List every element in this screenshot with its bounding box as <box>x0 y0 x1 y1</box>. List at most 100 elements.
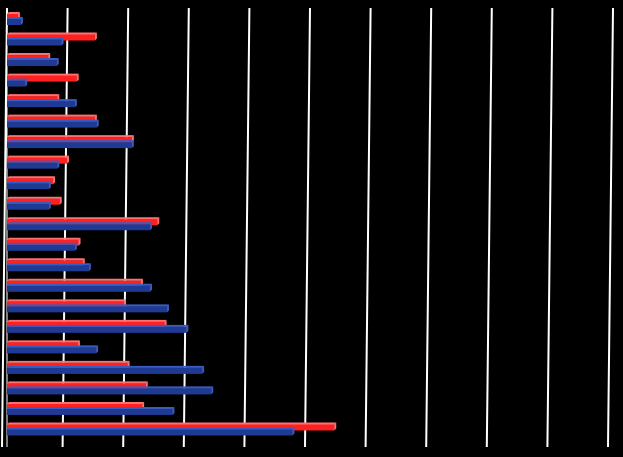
bar-red-top <box>7 217 160 220</box>
bar-blue-cap <box>74 242 77 251</box>
bar-blue <box>7 162 58 169</box>
bar-blue-cap <box>150 283 153 292</box>
bar-red-top <box>7 176 56 179</box>
bar-blue-top <box>7 324 189 327</box>
bar-red-top <box>7 237 81 240</box>
bar-red-top <box>7 114 97 117</box>
bar-red-cap <box>157 217 160 226</box>
bar-blue-top <box>7 222 153 225</box>
bar-blue-cap <box>150 222 153 231</box>
bar-red-cap <box>76 73 79 82</box>
bar-red-top <box>7 340 80 343</box>
bar-red-top <box>7 73 79 76</box>
bar-blue-cap <box>96 119 99 128</box>
gridline <box>607 7 614 448</box>
bar-blue-cap <box>48 201 51 210</box>
bar-blue <box>7 80 26 87</box>
bar-red-cap <box>78 237 81 246</box>
bar-blue-top <box>7 406 175 409</box>
bar-blue <box>7 121 97 128</box>
bar-red-top <box>7 422 337 425</box>
bar-blue-cap <box>20 17 23 25</box>
bar-blue-cap <box>57 160 60 169</box>
bar-red-top <box>7 196 62 199</box>
bar-blue-cap <box>48 181 51 190</box>
bar-blue-top <box>7 345 99 348</box>
bar-red-top <box>7 135 134 138</box>
bar-blue-top <box>7 99 77 102</box>
bar-blue <box>7 244 75 251</box>
gridline <box>485 7 493 448</box>
bar-blue-cap <box>74 99 77 108</box>
bar-blue <box>7 203 49 210</box>
bar-red-cap <box>59 196 62 205</box>
bar-red-top <box>7 258 85 261</box>
bar-red-top <box>7 155 69 158</box>
bar-blue-top <box>7 283 153 286</box>
bar-blue <box>7 60 57 67</box>
bar-red-top <box>7 360 130 363</box>
bar-blue-cap <box>172 406 175 415</box>
bar-blue <box>7 367 203 374</box>
bar-blue-cap <box>88 263 91 272</box>
gridline <box>364 7 372 448</box>
bar-blue-top <box>7 201 51 204</box>
bar-blue <box>7 265 89 272</box>
bar-blue-top <box>7 160 60 163</box>
bar-red-top <box>7 401 145 404</box>
bar-blue <box>7 142 132 149</box>
bar-blue-top <box>7 119 99 122</box>
bar-blue-top <box>7 242 77 245</box>
bars <box>7 12 337 436</box>
gridline <box>304 7 311 448</box>
bar-blue-cap <box>186 324 189 333</box>
bar-blue <box>7 388 212 395</box>
bar-blue <box>7 285 151 292</box>
bar-red-top <box>7 278 143 281</box>
bar-blue-top <box>7 427 295 430</box>
bar-blue-top <box>7 140 134 143</box>
bar-blue <box>7 326 187 333</box>
bar-blue-top <box>7 263 91 266</box>
bar-red-top <box>7 381 148 384</box>
bar-blue-top <box>7 181 51 184</box>
bar-blue-cap <box>166 304 169 313</box>
gridline <box>1 7 8 448</box>
bar-blue <box>7 347 97 354</box>
bar-blue-top <box>7 304 169 307</box>
bar-red-top <box>7 12 20 14</box>
bar-red-cap <box>334 422 337 431</box>
bar-red-top <box>7 319 167 322</box>
bar-blue <box>7 429 293 436</box>
bar-blue <box>7 101 75 108</box>
bar-blue-cap <box>96 345 99 354</box>
bar-blue-cap <box>292 427 295 436</box>
gridline <box>243 7 251 448</box>
gridline <box>546 7 554 448</box>
bar-blue-cap <box>25 78 28 87</box>
bar-blue <box>7 224 151 231</box>
bar-blue-cap <box>131 140 134 149</box>
bar-red-cap <box>94 32 97 41</box>
bar-blue-top <box>7 37 64 40</box>
bar-blue <box>7 306 167 313</box>
bar-blue-top <box>7 365 205 368</box>
bar-blue-top <box>7 17 23 19</box>
bar-blue <box>7 183 49 190</box>
bar-red-top <box>7 94 60 97</box>
gridline <box>182 7 190 448</box>
bar-blue-cap <box>56 58 59 67</box>
bar-red-cap <box>53 176 56 185</box>
bar-blue <box>7 39 62 46</box>
bar-blue-cap <box>61 37 64 46</box>
bar-blue <box>7 408 173 415</box>
bar-red-top <box>7 53 51 56</box>
gridline <box>425 7 433 448</box>
bar-blue-cap <box>211 386 214 395</box>
bar-blue <box>7 19 21 25</box>
bar-blue-top <box>7 386 214 389</box>
bar-red-top <box>7 32 97 35</box>
bar-red <box>7 75 77 82</box>
bar-red-cap <box>66 155 69 164</box>
